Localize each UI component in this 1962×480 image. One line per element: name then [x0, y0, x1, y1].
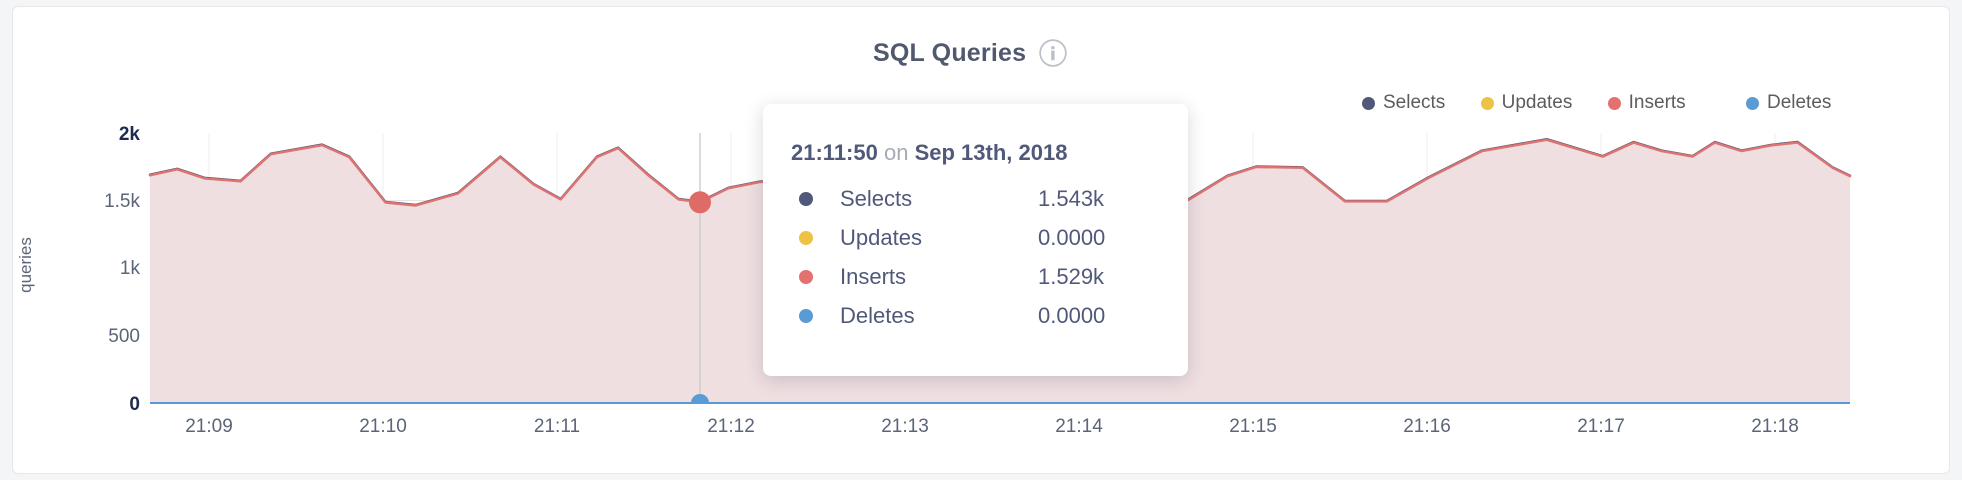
svg-text:2k: 2k [119, 124, 141, 145]
svg-text:1.5k: 1.5k [104, 191, 140, 212]
svg-text:21:17: 21:17 [1577, 416, 1625, 437]
svg-text:21:15: 21:15 [1229, 416, 1277, 437]
svg-text:21:14: 21:14 [1055, 416, 1103, 437]
svg-text:21:11: 21:11 [534, 416, 580, 437]
svg-text:21:18: 21:18 [1751, 416, 1799, 437]
svg-text:500: 500 [108, 326, 140, 347]
svg-text:21:13: 21:13 [881, 416, 929, 437]
svg-text:0: 0 [129, 394, 140, 415]
svg-text:21:10: 21:10 [359, 416, 407, 437]
svg-text:1k: 1k [120, 258, 141, 279]
svg-text:21:16: 21:16 [1403, 416, 1451, 437]
svg-text:21:12: 21:12 [707, 416, 755, 437]
svg-text:21:09: 21:09 [185, 416, 233, 437]
